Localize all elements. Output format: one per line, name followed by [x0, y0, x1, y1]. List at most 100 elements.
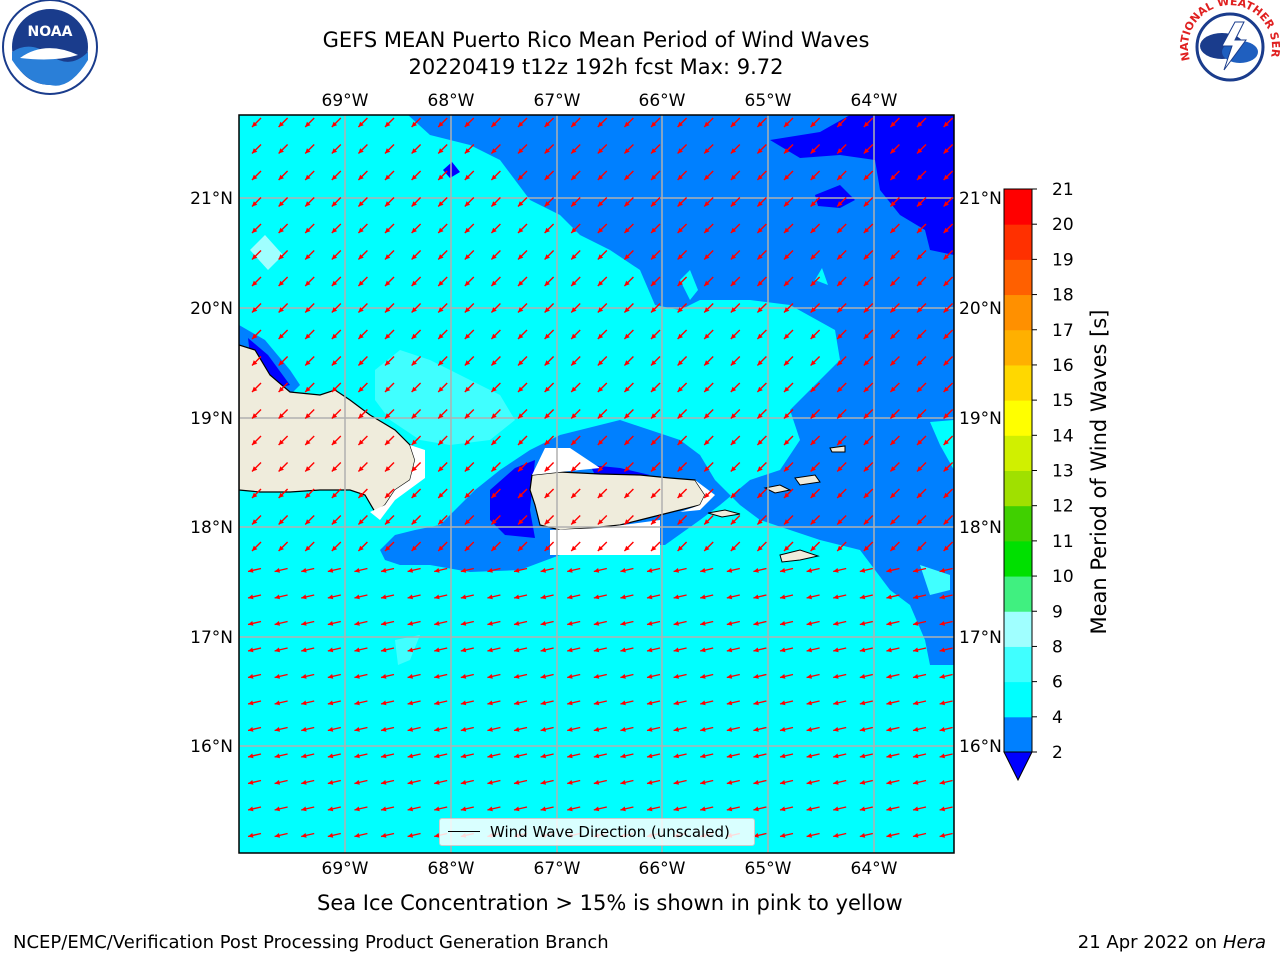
wind-wave-arrowhead — [890, 360, 896, 366]
wind-wave-arrowhead — [544, 439, 550, 445]
wind-wave-arrowhead — [620, 779, 626, 785]
wind-wave-arrowhead — [464, 174, 471, 180]
wind-wave-arrowhead — [677, 439, 683, 445]
wind-wave-arrowhead — [726, 726, 733, 732]
wind-wave-arrowhead — [939, 567, 946, 573]
wind-wave-arrowhead — [837, 201, 843, 207]
wind-wave-arrowhead — [407, 620, 414, 626]
wind-wave-arrowhead — [354, 806, 360, 812]
wind-wave-arrowhead — [620, 673, 626, 679]
wind-wave-arrowhead — [544, 280, 550, 286]
wind-wave-arrowhead — [487, 779, 493, 785]
wind-wave-arrowhead — [278, 413, 284, 419]
wind-wave-arrowhead — [464, 333, 471, 339]
wind-wave-arrowhead — [651, 386, 657, 392]
wind-wave-arrowhead — [571, 280, 577, 286]
wind-wave-arrowhead — [252, 333, 258, 339]
wind-wave-arrowhead — [252, 545, 258, 551]
wind-wave-arrowhead — [301, 726, 307, 732]
wind-wave-arrowhead — [518, 201, 524, 207]
wind-wave-arrowhead — [784, 386, 790, 392]
wind-wave-arrowhead — [651, 333, 657, 339]
wind-wave-arrowhead — [593, 647, 600, 653]
wind-wave-arrowhead — [411, 333, 417, 339]
wind-wave-arrowhead — [863, 519, 870, 525]
wind-wave-arrowhead — [597, 121, 604, 127]
wind-wave-arrowhead — [385, 280, 391, 286]
wind-wave-arrowhead — [385, 227, 391, 233]
wind-wave-arrowhead — [647, 779, 653, 785]
lat-label: 16°N — [959, 737, 1002, 757]
wind-wave-arrowhead — [487, 806, 493, 812]
wind-wave-arrowhead — [385, 121, 391, 127]
wind-wave-arrowhead — [810, 121, 816, 127]
wind-wave-arrowhead — [381, 567, 387, 573]
wind-wave-arrowhead — [863, 280, 870, 286]
wind-wave-arrowhead — [385, 545, 391, 551]
wind-wave-arrowhead — [407, 806, 414, 812]
wind-wave-arrowhead — [730, 360, 737, 366]
wind-wave-arrowhead — [780, 567, 786, 573]
wind-wave-arrowhead — [677, 492, 683, 498]
wind-wave-arrowhead — [597, 545, 604, 551]
wind-wave-arrowhead — [464, 307, 471, 313]
lon-label: 64°W — [851, 859, 898, 879]
wind-wave-arrowhead — [434, 594, 440, 600]
wind-wave-arrowhead — [278, 121, 284, 127]
wind-wave-arrowhead — [327, 673, 334, 679]
wind-wave-arrowhead — [780, 753, 786, 759]
wind-wave-arrowhead — [890, 280, 896, 286]
colorbar-segment — [1004, 259, 1032, 296]
wind-wave-arrowhead — [540, 726, 547, 732]
wind-wave-arrowhead — [624, 148, 630, 154]
wind-wave-arrowhead — [673, 673, 680, 679]
wind-wave-arrowhead — [491, 519, 497, 525]
wind-wave-arrowhead — [780, 620, 786, 626]
wind-wave-arrowhead — [704, 121, 710, 127]
wind-wave-arrowhead — [487, 673, 493, 679]
wind-wave-arrowhead — [597, 360, 604, 366]
wind-wave-arrowhead — [571, 466, 577, 472]
wind-wave-arrowhead — [833, 726, 839, 732]
wind-wave-arrowhead — [651, 227, 657, 233]
wind-wave-arrowhead — [913, 620, 919, 626]
wind-wave-arrowhead — [833, 620, 839, 626]
wind-wave-arrowhead — [863, 386, 870, 392]
wind-wave-arrowhead — [358, 413, 364, 419]
colorbar-tick-label: 18 — [1052, 286, 1074, 306]
wind-wave-arrowhead — [274, 779, 281, 785]
wind-wave-arrowhead — [700, 700, 706, 706]
wind-wave-arrowhead — [704, 148, 710, 154]
wind-wave-arrowhead — [677, 519, 683, 525]
wind-wave-arrowhead — [677, 227, 683, 233]
wind-wave-arrowhead — [597, 174, 604, 180]
wind-wave-arrowhead — [677, 148, 683, 154]
wind-wave-arrowhead — [278, 254, 284, 260]
wind-wave-arrowhead — [491, 201, 497, 207]
caption-text: Sea Ice Concentration > 15% is shown in … — [317, 891, 903, 915]
wind-wave-arrowhead — [784, 360, 790, 366]
wind-wave-arrowhead — [753, 726, 759, 732]
wind-wave-arrowhead — [810, 386, 816, 392]
wind-wave-arrowhead — [438, 307, 444, 313]
wind-wave-arrowhead — [943, 333, 949, 339]
wind-wave-arrowhead — [544, 519, 550, 525]
wind-wave-arrowhead — [518, 121, 524, 127]
wind-wave-arrowhead — [301, 806, 307, 812]
lat-label: 16°N — [190, 737, 233, 757]
wind-wave-arrowhead — [780, 726, 786, 732]
wind-wave-arrowhead — [753, 753, 759, 759]
wind-wave-arrowhead — [677, 201, 683, 207]
colorbar-segment — [1004, 540, 1032, 577]
wind-wave-arrowhead — [597, 201, 604, 207]
wind-wave-arrowhead — [806, 594, 813, 600]
wind-wave-arrowhead — [327, 726, 334, 732]
wind-wave-arrowhead — [890, 227, 896, 233]
wind-wave-arrowhead — [514, 753, 520, 759]
wind-wave-arrowhead — [810, 519, 816, 525]
wind-wave-arrowhead — [278, 545, 284, 551]
wind-wave-arrowhead — [597, 466, 604, 472]
wind-wave-arrowhead — [704, 307, 710, 313]
wind-wave-arrowhead — [358, 360, 364, 366]
wind-wave-arrowhead — [757, 254, 763, 260]
